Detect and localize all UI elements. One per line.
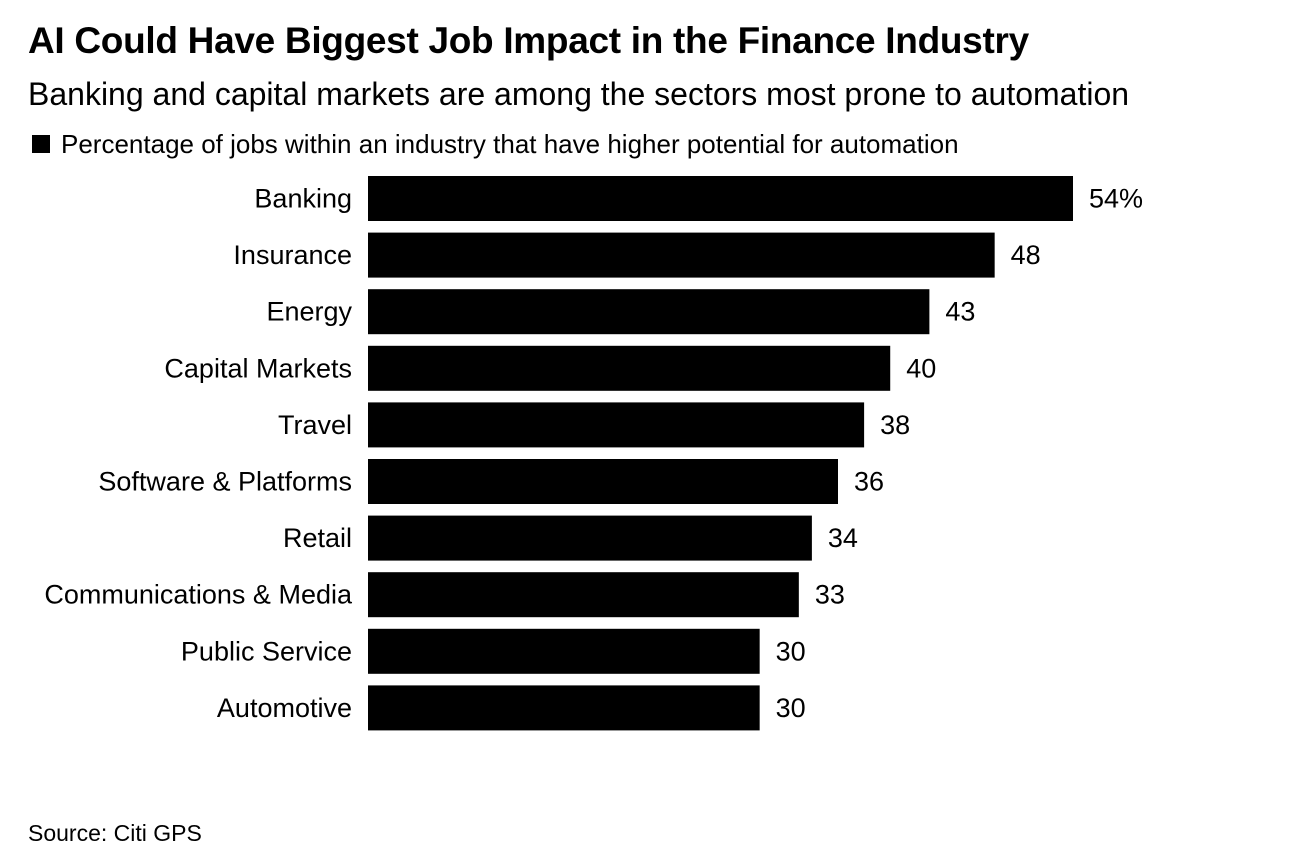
bar-3 [368,345,891,391]
value-label-3: 40 [906,353,936,383]
value-label-4: 38 [880,410,910,440]
value-label-7: 33 [815,580,845,610]
bar-9 [368,685,760,731]
value-label-6: 34 [828,523,858,553]
category-label-9: Automotive [217,693,352,723]
bar-8 [368,628,760,674]
value-label-8: 30 [776,636,806,666]
bar-6 [368,515,812,561]
source-note: Source: Citi GPS [28,820,202,846]
value-label-5: 36 [854,467,884,497]
legend: Percentage of jobs within an industry th… [32,129,959,159]
category-label-4: Travel [278,410,352,440]
category-label-6: Retail [283,523,352,553]
bar-0 [368,176,1073,221]
legend-label: Percentage of jobs within an industry th… [61,128,959,159]
value-label-2: 43 [945,297,975,327]
category-label-0: Banking [254,184,352,214]
category-label-2: Energy [266,297,352,327]
category-label-1: Insurance [233,240,352,270]
bar-5 [368,459,838,504]
value-label-9: 30 [776,693,806,723]
bar-2 [368,289,930,335]
bar-4 [368,402,865,448]
bar-1 [368,232,995,278]
category-label-3: Capital Markets [164,353,352,383]
chart-title: AI Could Have Biggest Job Impact in the … [28,20,1029,61]
category-label-5: Software & Platforms [98,467,352,497]
bar-7 [368,572,799,618]
category-label-8: Public Service [181,636,352,666]
bar-chart: Banking 54% Insurance 48 Energy 43 Capital Mar… [44,176,1143,731]
legend-swatch [32,135,50,153]
category-label-7: Communications & Media [44,580,353,610]
chart-subtitle: Banking and capital markets are among th… [28,76,1130,112]
value-label-0: 54% [1089,184,1143,214]
value-label-1: 48 [1011,240,1041,270]
